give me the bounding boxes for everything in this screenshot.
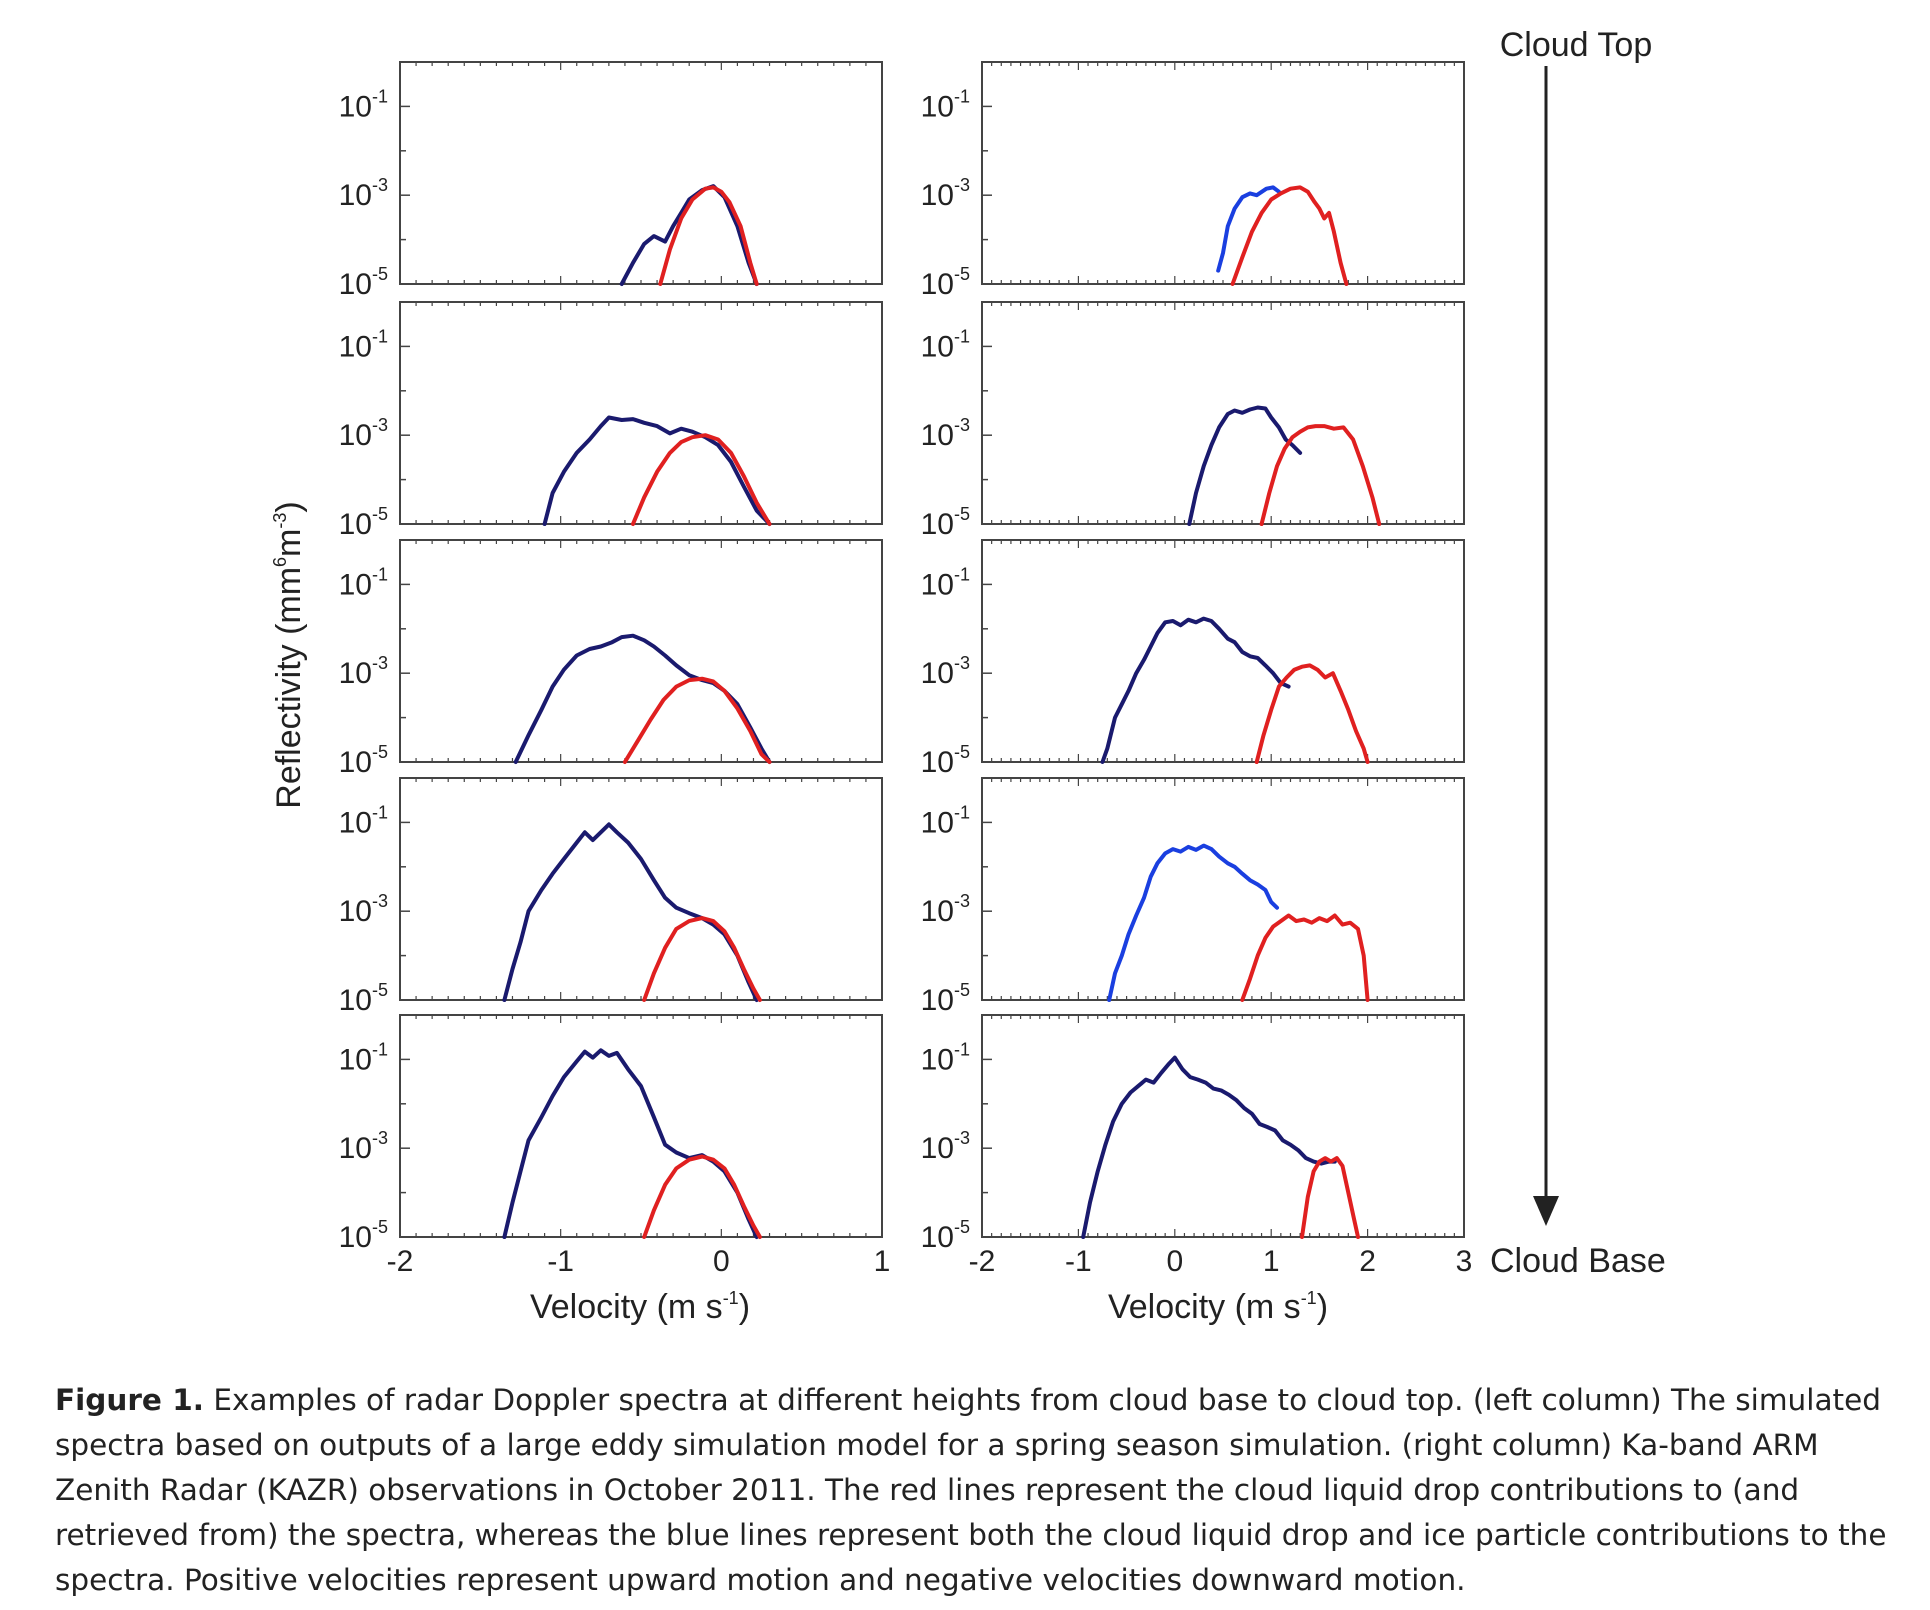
- y-tick-label: 10-5: [921, 980, 970, 1017]
- series-line-1: [542, 415, 772, 526]
- panel-left-row-2: 10-1 10-3 10-5: [339, 301, 883, 541]
- x-axis-label-left: Velocity (m s-1): [530, 1288, 750, 1326]
- radar-spectra-figure: 10-110-310-510-110-310-510-110-310-510-1…: [270, 26, 1666, 1326]
- y-tick-label: 10-1: [921, 86, 970, 123]
- series-line-1: [1107, 843, 1279, 1002]
- series-line-1: [619, 184, 759, 286]
- y-tick-label: 10-3: [921, 653, 970, 690]
- series-line-2: [622, 676, 772, 764]
- y-tick-label: 10-3: [339, 891, 388, 928]
- series-line-2: [1240, 913, 1370, 1002]
- panel-right-row-5: 10-1 10-3 10-5-2 -1 0 1 2 3: [921, 1014, 1473, 1278]
- height-arrow-head: [1533, 1196, 1559, 1226]
- x-tick-label: -2: [969, 1245, 996, 1278]
- x-tick-label: 0: [713, 1245, 730, 1278]
- spectra-panels: 10-110-310-510-110-310-510-110-310-510-1…: [339, 61, 1473, 1278]
- x-tick-label: -1: [547, 1245, 574, 1278]
- y-axis-label: Reflectivity (mm6m-3): [270, 501, 308, 808]
- series-line-1: [1216, 185, 1281, 273]
- series-line-2: [1230, 185, 1349, 286]
- y-tick-label: 10-1: [339, 564, 388, 601]
- y-tick-label: 10-3: [921, 891, 970, 928]
- panel-left-row-5: 10-1 10-3 10-5-2 -1 0 1: [339, 1014, 891, 1278]
- series-line-2: [1300, 1156, 1360, 1239]
- cloud-base-label: Cloud Base: [1490, 1242, 1666, 1280]
- x-tick-label: 1: [874, 1245, 891, 1278]
- panel-frame: [981, 539, 1465, 763]
- y-tick-label: 10-3: [339, 1128, 388, 1165]
- x-tick-label: -2: [387, 1245, 414, 1278]
- y-tick-label: 10-1: [339, 1039, 388, 1076]
- y-tick-label: 10-1: [339, 802, 388, 839]
- series-line-2: [631, 433, 772, 526]
- x-tick-label: 0: [1166, 1245, 1183, 1278]
- panel-right-row-4: 10-1 10-3 10-5: [921, 777, 1465, 1017]
- y-tick-label: 10-3: [339, 175, 388, 212]
- panel-right-row-3: 10-1 10-3 10-5: [921, 539, 1465, 779]
- series-line-1: [502, 1048, 759, 1239]
- panel-right-row-1: 10-1 10-3 10-5: [921, 61, 1465, 301]
- y-tick-label: 10-5: [921, 504, 970, 541]
- series-line-1: [502, 822, 759, 1002]
- series-line-2: [642, 916, 762, 1002]
- panel-left-row-1: 10-1 10-3 10-5: [339, 61, 883, 301]
- y-tick-label: 10-1: [921, 802, 970, 839]
- y-tick-label: 10-5: [339, 980, 388, 1017]
- series-line-2: [1254, 663, 1370, 764]
- y-tick-label: 10-1: [921, 564, 970, 601]
- panel-frame: [399, 777, 883, 1001]
- panel-frame: [981, 1014, 1465, 1238]
- y-tick-label: 10-5: [339, 504, 388, 541]
- series-line-1: [1100, 616, 1291, 764]
- caption-text: Examples of radar Doppler spectra at dif…: [55, 1383, 1887, 1597]
- y-tick-label: 10-5: [921, 1217, 970, 1254]
- caption-label: Figure 1.: [55, 1383, 204, 1417]
- y-tick-label: 10-1: [921, 1039, 970, 1076]
- y-tick-label: 10-1: [339, 326, 388, 363]
- series-line-2: [658, 185, 759, 286]
- panel-right-row-2: 10-1 10-3 10-5: [921, 301, 1465, 541]
- figure-caption: Figure 1. Examples of radar Doppler spec…: [55, 1378, 1915, 1603]
- y-tick-label: 10-1: [339, 86, 388, 123]
- panel-left-row-4: 10-1 10-3 10-5: [339, 777, 883, 1017]
- x-tick-label: -1: [1065, 1245, 1092, 1278]
- y-tick-label: 10-3: [921, 1128, 970, 1165]
- x-tick-label: 2: [1359, 1245, 1376, 1278]
- y-tick-label: 10-3: [921, 175, 970, 212]
- series-line-2: [1259, 424, 1382, 526]
- series-line-2: [642, 1154, 762, 1239]
- panel-left-row-3: 10-1 10-3 10-5: [339, 539, 883, 779]
- panel-frame: [399, 539, 883, 763]
- y-tick-label: 10-3: [339, 415, 388, 452]
- y-tick-label: 10-5: [339, 742, 388, 779]
- y-tick-label: 10-1: [921, 326, 970, 363]
- cloud-top-label: Cloud Top: [1500, 26, 1653, 64]
- x-tick-label: 3: [1456, 1245, 1473, 1278]
- y-tick-label: 10-5: [921, 742, 970, 779]
- series-line-1: [1187, 405, 1303, 526]
- x-tick-label: 1: [1263, 1245, 1280, 1278]
- panel-frame: [399, 1014, 883, 1238]
- panel-frame: [399, 301, 883, 525]
- x-axis-label-right: Velocity (m s-1): [1108, 1288, 1328, 1326]
- panel-frame: [981, 301, 1465, 525]
- series-line-1: [1081, 1055, 1337, 1239]
- y-tick-label: 10-3: [339, 653, 388, 690]
- panel-frame: [981, 777, 1465, 1001]
- y-tick-label: 10-5: [921, 264, 970, 301]
- y-tick-label: 10-3: [921, 415, 970, 452]
- y-tick-label: 10-5: [339, 1217, 388, 1254]
- y-tick-label: 10-5: [339, 264, 388, 301]
